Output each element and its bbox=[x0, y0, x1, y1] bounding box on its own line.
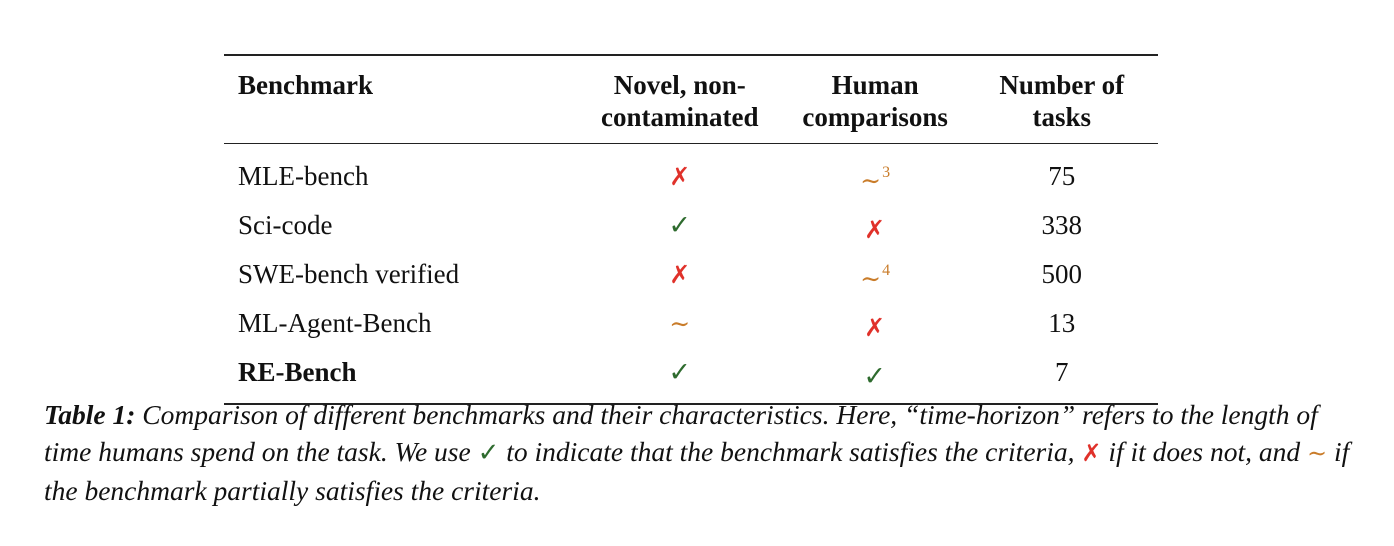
table-row: Sci-code ✓ ✗ 338 bbox=[224, 201, 1158, 250]
check-icon: ✓ bbox=[668, 357, 692, 388]
row-tasks: 7 bbox=[1055, 357, 1069, 387]
row-human: ✗ bbox=[785, 299, 966, 348]
table-row: ML-Agent-Bench ∼ ✗ 13 bbox=[224, 299, 1158, 348]
cross-icon: ✗ bbox=[669, 162, 691, 191]
header-novel-line1: Novel, non- bbox=[613, 70, 746, 100]
table-header-row: Benchmark Novel, non- contaminated Human… bbox=[224, 55, 1158, 144]
table-body: MLE-bench ✗ ∼3 75 Sci-code ✓ ✗ 338 SWE-b… bbox=[224, 144, 1158, 404]
row-name: Sci-code bbox=[238, 210, 333, 240]
header-human-line1: Human bbox=[831, 70, 919, 100]
header-novel-line2: contaminated bbox=[600, 102, 759, 132]
row-novel: ✓ bbox=[575, 348, 785, 404]
row-name: MLE-bench bbox=[238, 161, 369, 191]
header-benchmark: Benchmark bbox=[224, 55, 575, 144]
header-novel: Novel, non- contaminated bbox=[575, 55, 785, 144]
header-tasks-line1: Number of bbox=[999, 70, 1125, 100]
table-caption: Table 1: Comparison of different benchma… bbox=[44, 396, 1354, 509]
row-human: ∼3 bbox=[785, 144, 966, 202]
table-row: MLE-bench ✗ ∼3 75 bbox=[224, 144, 1158, 202]
check-icon: ✓ bbox=[863, 361, 886, 392]
row-name: SWE-bench verified bbox=[238, 259, 460, 289]
caption-text-part1: Comparison of different benchmarks and t… bbox=[44, 399, 1318, 467]
row-novel: ∼ bbox=[575, 299, 785, 348]
tilde-icon: ∼ bbox=[860, 166, 882, 195]
tilde-icon: ∼ bbox=[1307, 439, 1328, 467]
tilde-icon: ∼ bbox=[669, 309, 691, 338]
check-icon: ✓ bbox=[668, 210, 692, 241]
cross-icon: ✗ bbox=[864, 313, 886, 342]
table-row: SWE-bench verified ✗ ∼4 500 bbox=[224, 250, 1158, 299]
row-name: ML-Agent-Bench bbox=[238, 308, 432, 338]
caption-label: Table 1: bbox=[44, 399, 136, 430]
row-tasks: 75 bbox=[1048, 161, 1076, 191]
cross-icon: ✗ bbox=[1081, 439, 1102, 467]
header-tasks-line2: tasks bbox=[1032, 102, 1092, 132]
row-novel: ✗ bbox=[575, 144, 785, 202]
header-human-line2: comparisons bbox=[802, 102, 948, 132]
header-benchmark-label: Benchmark bbox=[238, 70, 373, 100]
header-tasks: Number of tasks bbox=[966, 55, 1159, 144]
caption-text-part3: if it does not, and bbox=[1101, 436, 1307, 467]
caption-text-part2: to indicate that the benchmark satisfies… bbox=[499, 436, 1082, 467]
benchmark-comparison-table: Benchmark Novel, non- contaminated Human… bbox=[224, 54, 1158, 405]
row-novel: ✗ bbox=[575, 250, 785, 299]
table-row: RE-Bench ✓ ✓ 7 bbox=[224, 348, 1158, 404]
row-name: RE-Bench bbox=[238, 357, 357, 387]
footnote-marker: 3 bbox=[882, 164, 891, 181]
row-human: ✓ bbox=[785, 348, 966, 404]
row-human: ✗ bbox=[785, 201, 966, 250]
caption-text-part4: if the benchmark partially satisfies the… bbox=[44, 436, 1350, 506]
cross-icon: ✗ bbox=[669, 260, 691, 289]
cross-icon: ✗ bbox=[864, 215, 886, 244]
tilde-icon: ∼ bbox=[860, 264, 882, 293]
footnote-marker: 4 bbox=[882, 262, 891, 279]
header-human: Human comparisons bbox=[785, 55, 966, 144]
row-tasks: 500 bbox=[1041, 259, 1083, 289]
row-tasks: 13 bbox=[1048, 308, 1076, 338]
row-novel: ✓ bbox=[575, 201, 785, 250]
benchmark-table-container: Benchmark Novel, non- contaminated Human… bbox=[224, 54, 1158, 405]
row-tasks: 338 bbox=[1041, 210, 1083, 240]
check-icon: ✓ bbox=[477, 438, 500, 468]
row-human: ∼4 bbox=[785, 250, 966, 299]
